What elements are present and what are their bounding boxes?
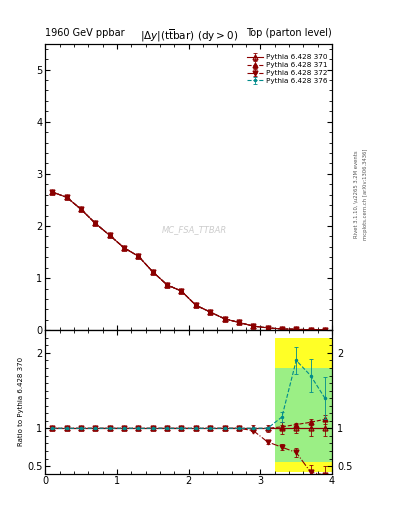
Legend: Pythia 6.428 370, Pythia 6.428 371, Pythia 6.428 372, Pythia 6.428 376: Pythia 6.428 370, Pythia 6.428 371, Pyth…: [245, 53, 329, 86]
Text: Rivet 3.1.10, \u2265 3.2M events: Rivet 3.1.10, \u2265 3.2M events: [353, 151, 358, 239]
Y-axis label: Ratio to Pythia 6.428 370: Ratio to Pythia 6.428 370: [18, 357, 24, 446]
Title: $|\Delta y|(\mathrm{t}\overline{\mathrm{t}}\mathrm{bar})\ (\mathrm{dy} > 0)$: $|\Delta y|(\mathrm{t}\overline{\mathrm{…: [140, 27, 238, 44]
Text: MC_FSA_TTBAR: MC_FSA_TTBAR: [162, 225, 227, 234]
Text: mcplots.cern.ch [arXiv:1306.3436]: mcplots.cern.ch [arXiv:1306.3436]: [363, 149, 368, 240]
Text: Top (parton level): Top (parton level): [246, 28, 332, 38]
Text: 1960 GeV ppbar: 1960 GeV ppbar: [45, 28, 125, 38]
